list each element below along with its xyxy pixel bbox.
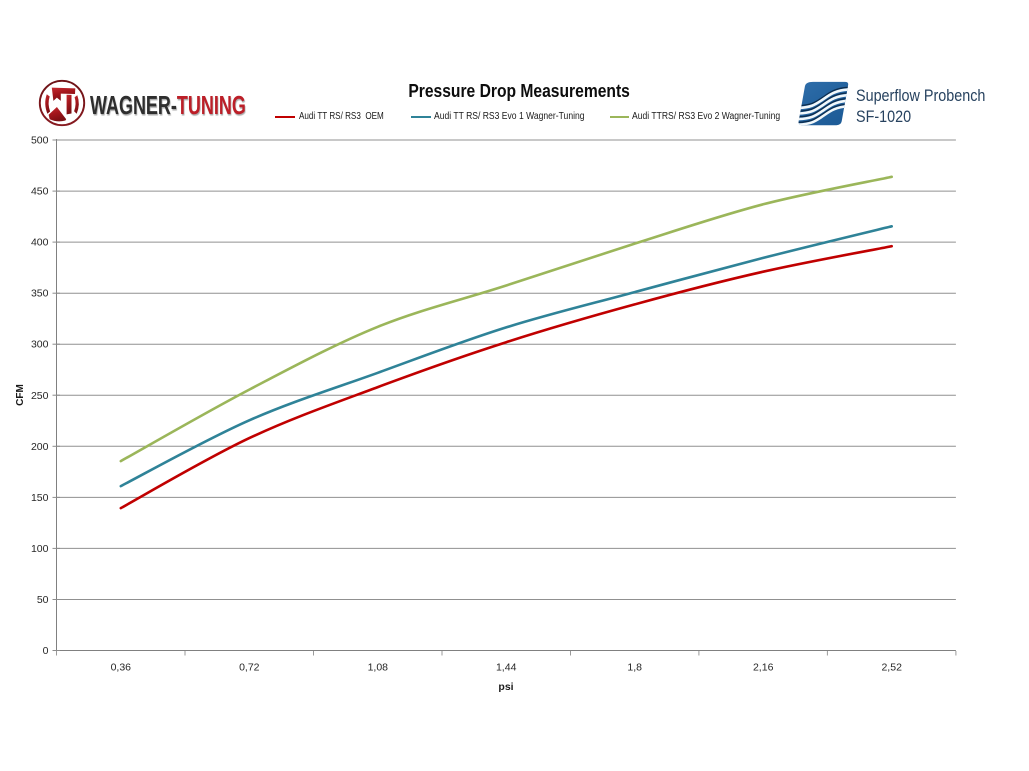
- svg-text:2,52: 2,52: [881, 662, 902, 674]
- svg-text:1,8: 1,8: [627, 662, 642, 674]
- svg-text:250: 250: [31, 390, 49, 402]
- svg-text:500: 500: [31, 135, 49, 147]
- svg-text:2,16: 2,16: [753, 662, 774, 674]
- svg-text:200: 200: [31, 441, 49, 453]
- svg-text:400: 400: [31, 237, 49, 249]
- svg-text:300: 300: [31, 339, 49, 351]
- svg-text:psi: psi: [498, 681, 513, 693]
- svg-text:350: 350: [31, 288, 49, 300]
- svg-text:1,08: 1,08: [368, 662, 389, 674]
- svg-text:0: 0: [43, 645, 49, 657]
- svg-text:0,72: 0,72: [239, 662, 260, 674]
- svg-text:50: 50: [37, 594, 49, 606]
- svg-text:1,44: 1,44: [496, 662, 517, 674]
- svg-text:150: 150: [31, 492, 49, 504]
- svg-text:100: 100: [31, 543, 49, 555]
- svg-text:0,36: 0,36: [111, 662, 132, 674]
- svg-text:450: 450: [31, 186, 49, 198]
- svg-text:CFM: CFM: [15, 384, 26, 406]
